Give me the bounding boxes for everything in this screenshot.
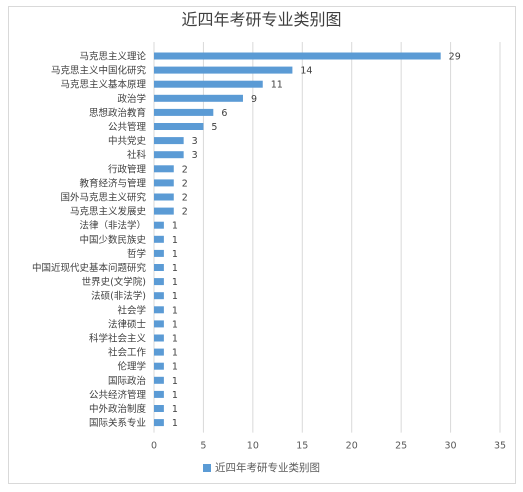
bar xyxy=(154,165,174,173)
data-label: 2 xyxy=(182,193,188,204)
category-label: 马克思主义理论 xyxy=(79,51,146,63)
data-label: 2 xyxy=(182,178,188,189)
category-label: 行政管理 xyxy=(108,163,147,175)
bar xyxy=(154,292,164,300)
bar xyxy=(154,376,164,384)
category-label: 国际政治 xyxy=(108,375,146,387)
category-label: 教育经济与管理 xyxy=(79,177,146,189)
bar xyxy=(154,306,164,314)
data-label: 3 xyxy=(192,150,198,161)
bar xyxy=(154,80,263,88)
category-label: 社科 xyxy=(127,149,147,161)
bar xyxy=(154,52,441,60)
category-label: 科学社会主义 xyxy=(89,333,147,345)
bar xyxy=(154,390,164,398)
data-label: 1 xyxy=(172,221,178,232)
data-label: 2 xyxy=(182,207,188,218)
data-label: 1 xyxy=(172,305,178,316)
category-label: 世界史(文学院) xyxy=(82,276,146,288)
legend-label: 近四年考研专业类别图 xyxy=(215,462,320,474)
category-label: 思想政治教育 xyxy=(89,107,146,119)
chart-title: 近四年考研专业类别图 xyxy=(181,10,342,29)
bar xyxy=(154,123,204,130)
category-label: 政治学 xyxy=(117,93,146,105)
data-label: 1 xyxy=(172,404,178,415)
data-label: 1 xyxy=(172,249,178,260)
data-label: 6 xyxy=(221,108,227,119)
category-label: 公共管理 xyxy=(108,121,147,133)
category-label: 中国近现代史基本问题研究 xyxy=(32,262,147,274)
data-label: 1 xyxy=(172,291,178,302)
bars xyxy=(154,52,441,427)
bar xyxy=(154,151,184,159)
category-label: 马克思主义发展史 xyxy=(70,206,147,218)
data-label: 11 xyxy=(271,80,283,91)
bar xyxy=(154,249,164,257)
data-label: 5 xyxy=(211,122,217,133)
bar xyxy=(154,362,164,370)
category-label: 中外政治制度 xyxy=(89,403,147,415)
data-label: 1 xyxy=(172,376,178,387)
bar xyxy=(154,348,164,356)
data-label: 1 xyxy=(172,319,178,330)
data-label: 3 xyxy=(192,136,198,147)
data-label: 1 xyxy=(172,390,178,401)
bar xyxy=(154,235,164,243)
data-label: 1 xyxy=(172,263,178,274)
category-label: 社会工作 xyxy=(108,347,147,359)
x-tick-label: 5 xyxy=(200,441,206,452)
x-tick-label: 0 xyxy=(151,441,157,452)
x-tick-label: 35 xyxy=(494,441,506,452)
legend: 近四年考研专业类别图 xyxy=(0,460,523,475)
bar xyxy=(154,221,164,229)
bar xyxy=(154,108,214,116)
category-label: 国外马克思主义研究 xyxy=(60,192,146,204)
bar xyxy=(154,405,164,412)
data-label: 29 xyxy=(449,52,461,63)
bar xyxy=(154,334,164,342)
category-label: 法律（非法学） xyxy=(79,220,146,232)
data-label: 9 xyxy=(251,94,257,105)
bar xyxy=(154,94,243,102)
category-label: 中国少数民族史 xyxy=(79,234,146,246)
data-label: 1 xyxy=(172,362,178,373)
data-label: 2 xyxy=(182,164,188,175)
category-label: 哲学 xyxy=(127,248,146,260)
legend-swatch xyxy=(203,464,211,472)
x-tick-labels: 0 5 10 15 20 25 30 35 xyxy=(151,441,506,452)
category-label: 公共经济管理 xyxy=(89,389,147,401)
data-label: 1 xyxy=(172,235,178,246)
bar xyxy=(154,264,164,271)
category-label: 社会学 xyxy=(117,304,146,316)
data-label: 1 xyxy=(172,418,178,429)
category-label: 法律硕士 xyxy=(108,318,147,330)
category-label: 法硕(非法学) xyxy=(91,290,146,302)
category-label: 伦理学 xyxy=(117,361,146,373)
x-tick-label: 15 xyxy=(296,441,308,452)
x-tick-label: 10 xyxy=(247,441,259,452)
category-labels: 马克思主义理论马克思主义中国化研究马克思主义基本原理政治学思想政治教育公共管理中… xyxy=(32,51,147,430)
bar xyxy=(154,66,293,74)
data-label: 14 xyxy=(300,66,312,77)
x-tick-label: 30 xyxy=(445,441,457,452)
category-label: 马克思主义中国化研究 xyxy=(51,65,147,77)
bar xyxy=(154,207,174,215)
category-label: 国际关系专业 xyxy=(89,417,146,429)
bar xyxy=(154,179,174,187)
data-label: 1 xyxy=(172,277,178,288)
bar xyxy=(154,419,164,427)
bar xyxy=(154,193,174,201)
x-tick-label: 20 xyxy=(346,441,358,452)
data-label: 1 xyxy=(172,334,178,345)
bar xyxy=(154,278,164,286)
bar xyxy=(154,320,164,328)
x-tick-label: 25 xyxy=(395,441,407,452)
category-label: 中共党史 xyxy=(108,135,147,147)
bar xyxy=(154,137,184,145)
data-label: 1 xyxy=(172,348,178,359)
grid-lines xyxy=(153,42,501,433)
category-label: 马克思主义基本原理 xyxy=(60,79,146,91)
